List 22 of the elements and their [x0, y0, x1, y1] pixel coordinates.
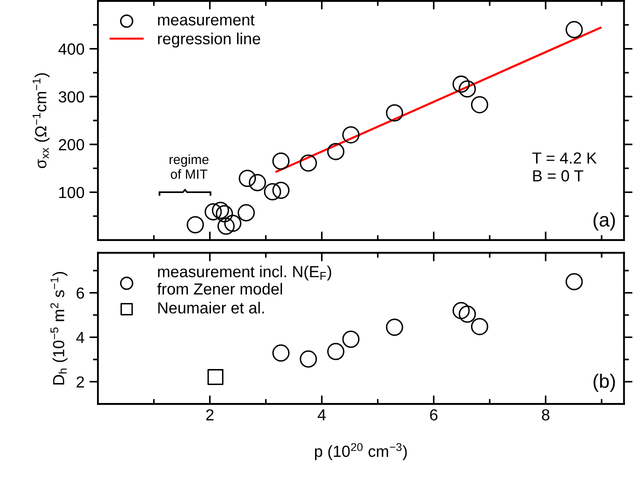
y-tick-label: 400	[58, 43, 84, 55]
x-axis-title: p (10$^{20}$ cm$^{−3}$)	[315, 443, 407, 460]
annotation: T = 4.2 K B = 0 T	[532, 152, 597, 182]
x-tick-label: 4	[318, 409, 326, 420]
text: D$_{h}$ (10$^{−5}$ m$^{2}$ s$^{−1}$)	[50, 272, 68, 384]
y-tick-label: 2	[76, 376, 84, 388]
legend-label: Neumaier et al.	[158, 302, 264, 314]
x-tick-label: 2	[206, 409, 214, 420]
annotation: regime of MIT	[170, 154, 209, 179]
y-tick-label: 300	[58, 91, 84, 103]
text: measurement incl. N(E$_{F}$) from Zener model	[157, 266, 332, 295]
legend-label: measurement	[158, 14, 255, 26]
x-tick-label: 8	[542, 409, 550, 421]
y-tick-label: 100	[59, 186, 84, 198]
annotation: (a)	[594, 212, 615, 230]
legend-label: regression line	[158, 32, 260, 48]
y-tick-label: 200	[58, 139, 84, 150]
y-axis-title: σ$_{xx}$ (Ω$^{−1}$cm$^{−1}$)	[32, 73, 50, 168]
y-tick-label: 4	[76, 332, 84, 344]
x-tick-label: 6	[430, 409, 438, 421]
y-tick-label: 6	[76, 287, 84, 299]
annotation: (b)	[594, 374, 615, 392]
